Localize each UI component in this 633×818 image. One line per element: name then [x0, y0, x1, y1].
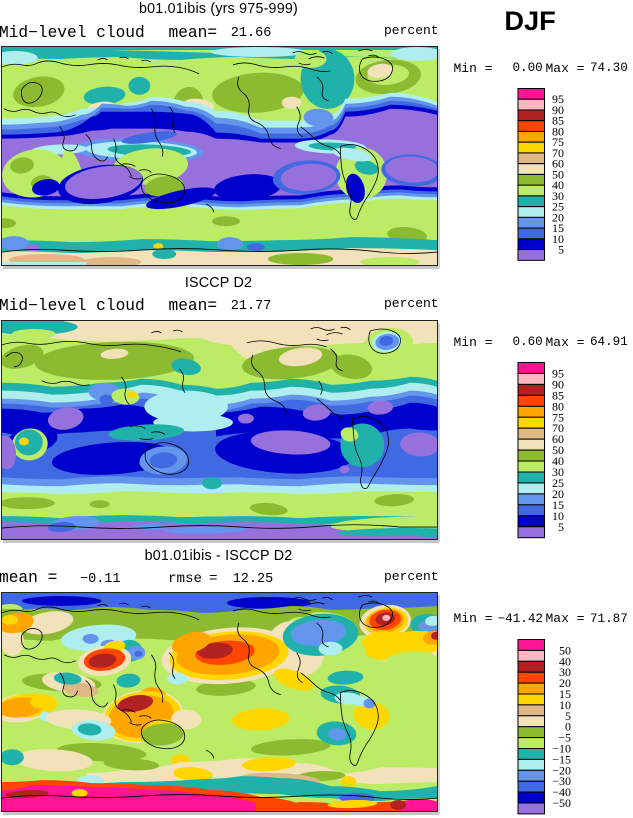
- svg-text:25: 25: [552, 476, 564, 490]
- svg-text:10: 10: [552, 509, 564, 523]
- svg-text:15: 15: [552, 498, 564, 512]
- svg-text:30: 30: [559, 665, 571, 679]
- svg-text:10: 10: [559, 698, 571, 712]
- svg-text:5: 5: [558, 520, 564, 534]
- svg-text:75: 75: [552, 135, 564, 149]
- svg-text:15: 15: [552, 221, 564, 235]
- svg-text:90: 90: [552, 103, 564, 117]
- svg-text:80: 80: [552, 125, 564, 139]
- svg-text:10: 10: [552, 232, 564, 246]
- svg-text:25: 25: [552, 200, 564, 214]
- svg-text:−10: −10: [552, 742, 571, 756]
- svg-text:85: 85: [552, 114, 564, 128]
- svg-text:80: 80: [552, 399, 564, 413]
- svg-text:−15: −15: [552, 752, 571, 766]
- svg-text:30: 30: [552, 189, 564, 203]
- svg-text:40: 40: [559, 654, 571, 668]
- svg-text:5: 5: [558, 243, 564, 257]
- svg-text:15: 15: [559, 687, 571, 701]
- svg-text:−30: −30: [552, 774, 571, 788]
- svg-text:95: 95: [552, 93, 564, 107]
- svg-text:30: 30: [552, 465, 564, 479]
- svg-text:70: 70: [552, 146, 564, 160]
- svg-text:0: 0: [565, 720, 571, 734]
- svg-text:−50: −50: [552, 796, 571, 810]
- svg-text:−20: −20: [552, 763, 571, 777]
- svg-text:50: 50: [552, 443, 564, 457]
- svg-text:60: 60: [552, 432, 564, 446]
- svg-text:50: 50: [552, 168, 564, 182]
- svg-text:5: 5: [565, 709, 571, 723]
- svg-text:20: 20: [552, 487, 564, 501]
- svg-text:60: 60: [552, 157, 564, 171]
- svg-text:20: 20: [559, 676, 571, 690]
- svg-text:−40: −40: [552, 785, 571, 799]
- svg-text:95: 95: [552, 367, 564, 381]
- svg-text:40: 40: [552, 454, 564, 468]
- svg-text:40: 40: [552, 178, 564, 192]
- svg-text:−5: −5: [558, 731, 571, 745]
- svg-text:75: 75: [552, 410, 564, 424]
- svg-text:70: 70: [552, 421, 564, 435]
- svg-text:90: 90: [552, 377, 564, 391]
- svg-text:85: 85: [552, 388, 564, 402]
- svg-text:50: 50: [559, 643, 571, 657]
- svg-text:20: 20: [552, 211, 564, 225]
